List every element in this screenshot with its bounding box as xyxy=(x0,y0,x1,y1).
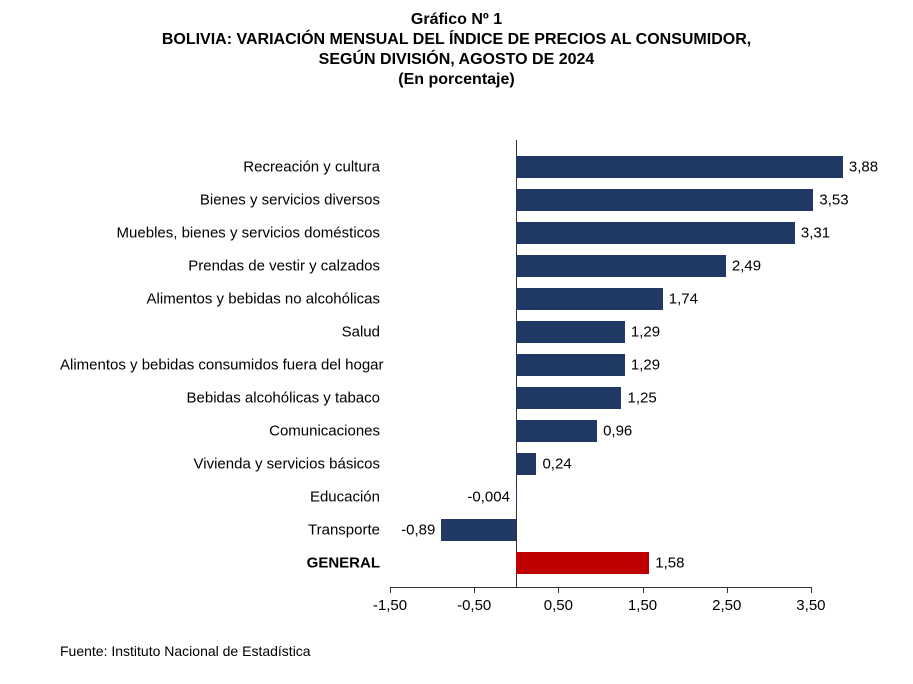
x-tick xyxy=(474,587,475,593)
x-tick-label: 2,50 xyxy=(712,597,741,614)
bar xyxy=(516,453,536,475)
bar xyxy=(516,189,813,211)
bar xyxy=(516,321,625,343)
x-tick xyxy=(558,587,559,593)
x-tick-label: 3,50 xyxy=(796,597,825,614)
x-tick-label: -1,50 xyxy=(373,597,407,614)
category-label: Bebidas alcohólicas y tabaco xyxy=(60,389,380,406)
bar xyxy=(441,519,516,541)
x-tick xyxy=(390,587,391,593)
x-axis-line xyxy=(390,587,811,588)
value-label: -0,004 xyxy=(467,488,510,505)
bar-row: Bienes y servicios diversos 3,53 xyxy=(60,183,853,216)
chart-title-block: Gráfico Nº 1 BOLIVIA: VARIACIÓN MENSUAL … xyxy=(0,0,913,90)
bar-row: GENERAL 1,58 xyxy=(60,546,853,579)
title-line-1: Gráfico Nº 1 xyxy=(0,10,913,30)
x-tick xyxy=(811,587,812,593)
bar xyxy=(516,288,662,310)
category-label: Comunicaciones xyxy=(60,422,380,439)
bar-row: Transporte -0,89 xyxy=(60,513,853,546)
bar xyxy=(516,222,795,244)
category-label: Prendas de vestir y calzados xyxy=(60,257,380,274)
source-text: Fuente: Instituto Nacional de Estadístic… xyxy=(60,643,311,659)
value-label: 3,88 xyxy=(849,158,878,175)
page: Gráfico Nº 1 BOLIVIA: VARIACIÓN MENSUAL … xyxy=(0,0,913,684)
x-tick-label: 0,50 xyxy=(544,597,573,614)
value-label: 2,49 xyxy=(732,257,761,274)
value-label: -0,89 xyxy=(401,521,435,538)
value-label: 3,53 xyxy=(819,191,848,208)
value-label: 1,25 xyxy=(628,389,657,406)
value-label: 1,74 xyxy=(669,290,698,307)
x-tick-label: 1,50 xyxy=(628,597,657,614)
bar xyxy=(516,255,726,277)
bar xyxy=(516,387,621,409)
bar-row: Comunicaciones 0,96 xyxy=(60,414,853,447)
category-label: Alimentos y bebidas consumidos fuera del… xyxy=(60,356,380,373)
bar-row: Muebles, bienes y servicios domésticos 3,… xyxy=(60,216,853,249)
category-label: Vivienda y servicios básicos xyxy=(60,455,380,472)
bar-row: Bebidas alcohólicas y tabaco 1,25 xyxy=(60,381,853,414)
bar-row: Salud 1,29 xyxy=(60,315,853,348)
value-label: 1,29 xyxy=(631,323,660,340)
value-label: 3,31 xyxy=(801,224,830,241)
bar-row: Alimentos y bebidas no alcohólicas 1,74 xyxy=(60,282,853,315)
bar-row: Recreación y cultura3,88 xyxy=(60,150,853,183)
x-tick-label: -0,50 xyxy=(457,597,491,614)
category-label: GENERAL xyxy=(60,554,380,571)
bar-row: Alimentos y bebidas consumidos fuera del… xyxy=(60,348,853,381)
bar xyxy=(516,420,597,442)
value-label: 1,58 xyxy=(655,554,684,571)
category-label: Alimentos y bebidas no alcohólicas xyxy=(60,290,380,307)
x-tick xyxy=(727,587,728,593)
bar-row: Prendas de vestir y calzados 2,49 xyxy=(60,249,853,282)
chart-area: Recreación y cultura3,88Bienes y servici… xyxy=(60,140,853,600)
value-label: 1,29 xyxy=(631,356,660,373)
category-label: Salud xyxy=(60,323,380,340)
category-label: Educación xyxy=(60,488,380,505)
value-label: 0,96 xyxy=(603,422,632,439)
category-label: Transporte xyxy=(60,521,380,538)
value-label: 0,24 xyxy=(542,455,571,472)
bar-row: Educación -0,004 xyxy=(60,480,853,513)
category-label: Bienes y servicios diversos xyxy=(60,191,380,208)
category-label: Muebles, bienes y servicios domésticos xyxy=(60,224,380,241)
bar-row: Vivienda y servicios básicos 0,24 xyxy=(60,447,853,480)
bar xyxy=(516,552,649,574)
title-line-2: BOLIVIA: VARIACIÓN MENSUAL DEL ÍNDICE DE… xyxy=(0,30,913,50)
bar xyxy=(516,156,843,178)
title-line-3: SEGÚN DIVISIÓN, AGOSTO DE 2024 xyxy=(0,50,913,70)
category-label: Recreación y cultura xyxy=(60,158,380,175)
bar xyxy=(516,354,625,376)
title-line-4: (En porcentaje) xyxy=(0,70,913,90)
x-tick xyxy=(643,587,644,593)
